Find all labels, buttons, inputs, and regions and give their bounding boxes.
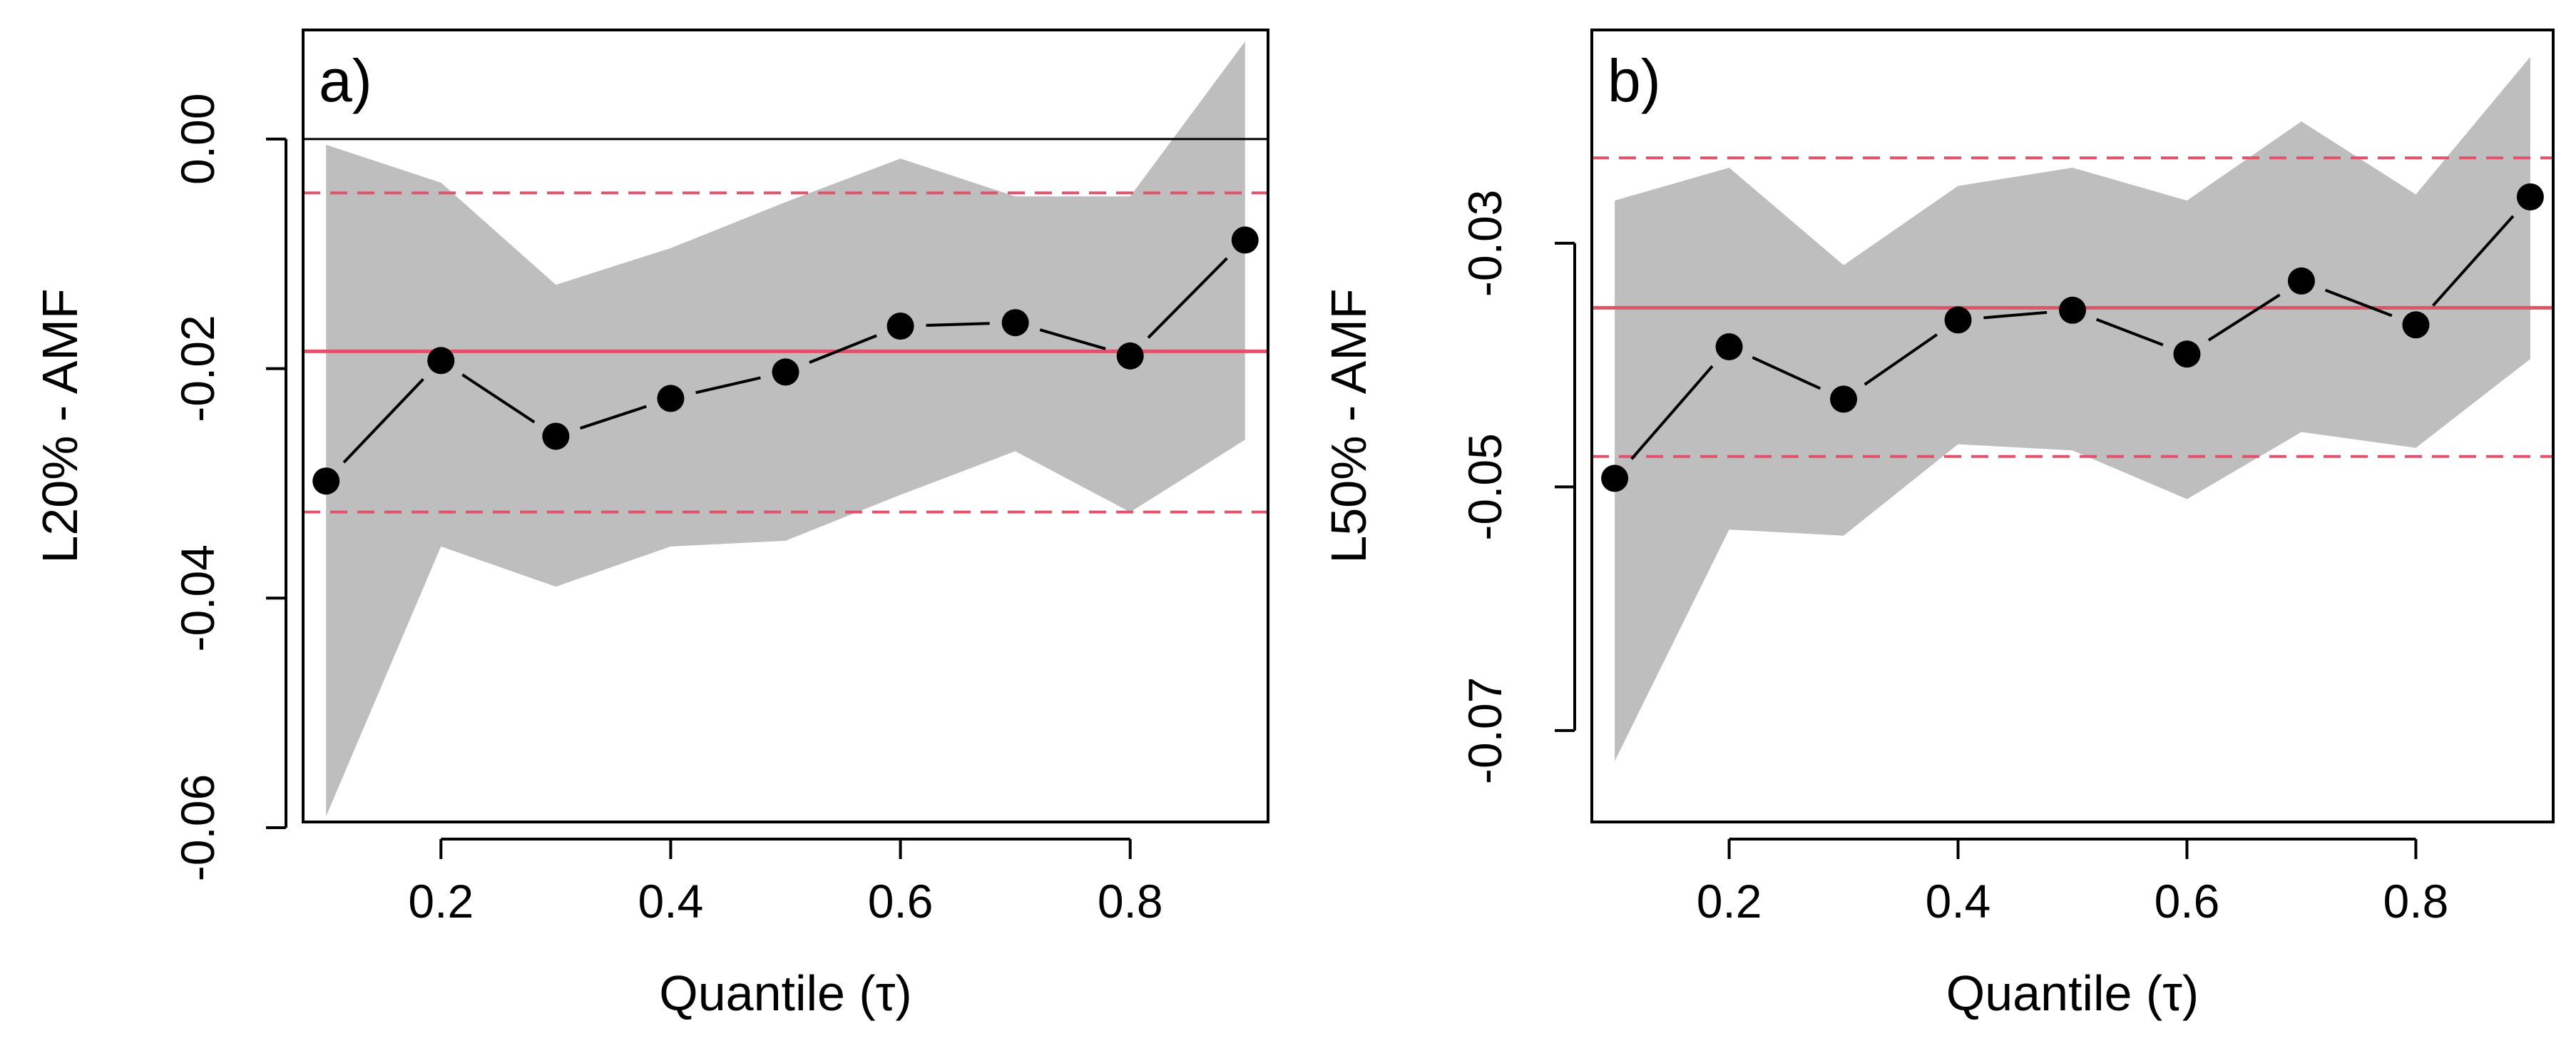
series-segment [2324, 288, 2393, 318]
data-point [1116, 342, 1144, 370]
data-point [886, 313, 914, 340]
x-tick-label: 0.2 [1697, 875, 1762, 928]
y-tick-label: -0.07 [1458, 677, 1511, 784]
data-point [772, 358, 799, 386]
data-point [542, 422, 570, 450]
data-point [1001, 309, 1029, 337]
series-segment [1864, 333, 1938, 386]
y-tick-label: 0.00 [171, 93, 224, 185]
data-point [2287, 267, 2315, 295]
confidence-band [326, 41, 1245, 817]
x-axis-title: Quantile (τ) [659, 965, 911, 1021]
series-segment [2431, 215, 2515, 307]
data-point [2516, 183, 2544, 210]
data-point [427, 347, 455, 375]
x-tick-label: 0.2 [408, 875, 474, 928]
panel-a: 0.2 0.4 0.6 0.8 Quantile (τ) -0.06 -0.04 -0.02 0… [32, 29, 1269, 1021]
series-segment [461, 373, 536, 424]
data-point [1231, 226, 1259, 254]
panel-label: b) [1608, 47, 1661, 114]
y-axis-title: L20% - AMF [32, 288, 88, 563]
plot-frame [1590, 29, 2555, 823]
series-segment [809, 334, 877, 364]
data-point [1830, 385, 1858, 413]
series-segment [926, 322, 990, 327]
series-segment [2095, 318, 2164, 347]
y-tick-label: -0.05 [1458, 433, 1511, 540]
series-segment [342, 377, 424, 464]
y-tick-label: -0.06 [171, 774, 224, 881]
panel-b: 0.2 0.4 0.6 0.8 Quantile (τ) -0.07 -0.05 -0.03 L… [1321, 29, 2555, 1021]
data-point [1715, 333, 1743, 360]
data-point [1944, 306, 1972, 334]
series-segment [2207, 293, 2281, 342]
series-segment [1630, 365, 1714, 460]
plot-frame [302, 29, 1269, 823]
series-segment [1147, 257, 1228, 339]
x-axis-title: Quantile (τ) [1946, 965, 2199, 1021]
series-segment [1983, 310, 2048, 320]
data-point [312, 467, 340, 495]
y-tick-label: -0.02 [171, 315, 224, 422]
x-tick-label: 0.4 [1926, 875, 1991, 928]
series-segment [579, 405, 647, 430]
series-segment [1752, 356, 1821, 390]
confidence-band [1615, 56, 2530, 761]
y-axis-title: L50% - AMF [1321, 288, 1376, 563]
data-point [1601, 464, 1629, 492]
x-tick-label: 0.8 [1098, 875, 1163, 928]
series-segment [695, 376, 761, 395]
x-tick-label: 0.4 [638, 875, 704, 928]
x-tick-label: 0.8 [2383, 875, 2449, 928]
x-tick-label: 0.6 [868, 875, 934, 928]
data-point [657, 385, 685, 412]
data-point [2402, 311, 2430, 339]
data-point [2173, 340, 2201, 368]
x-tick-label: 0.6 [2155, 875, 2220, 928]
series-segment [1039, 328, 1106, 350]
y-tick-label: -0.03 [1458, 190, 1511, 297]
y-tick-label: -0.04 [171, 544, 224, 651]
panel-label: a) [319, 47, 372, 114]
data-point [2059, 296, 2086, 324]
